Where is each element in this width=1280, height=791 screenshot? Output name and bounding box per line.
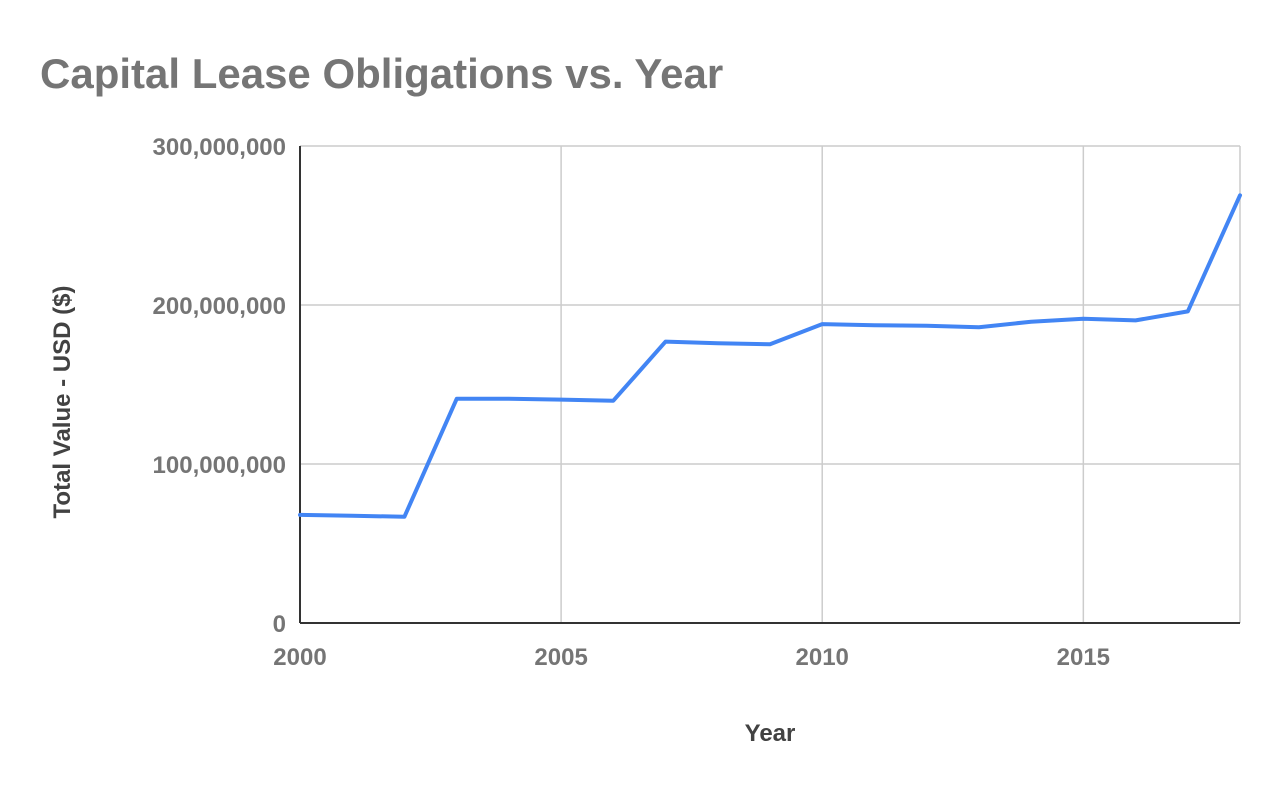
x-axis-title: Year bbox=[745, 720, 796, 747]
axes bbox=[299, 146, 1240, 624]
x-tick-label: 2005 bbox=[534, 644, 587, 671]
y-tick-label: 300,000,000 bbox=[153, 134, 286, 161]
x-tick-label: 2010 bbox=[796, 644, 849, 671]
chart-title: Capital Lease Obligations vs. Year bbox=[40, 50, 723, 97]
y-axis-title: Total Value - USD ($) bbox=[49, 286, 76, 519]
x-tick-label: 2000 bbox=[273, 644, 326, 671]
x-tick-label: 2015 bbox=[1057, 644, 1110, 671]
y-tick-label: 100,000,000 bbox=[153, 452, 286, 479]
tick-labels: 0 100,000,000 200,000,000 300,000,000 2000 20… bbox=[153, 134, 1110, 671]
gridlines bbox=[300, 145, 1241, 623]
series-layer bbox=[298, 193, 1242, 519]
y-tick-label: 0 bbox=[273, 611, 286, 638]
y-tick-label: 200,000,000 bbox=[153, 293, 286, 320]
series-line bbox=[298, 193, 1242, 519]
